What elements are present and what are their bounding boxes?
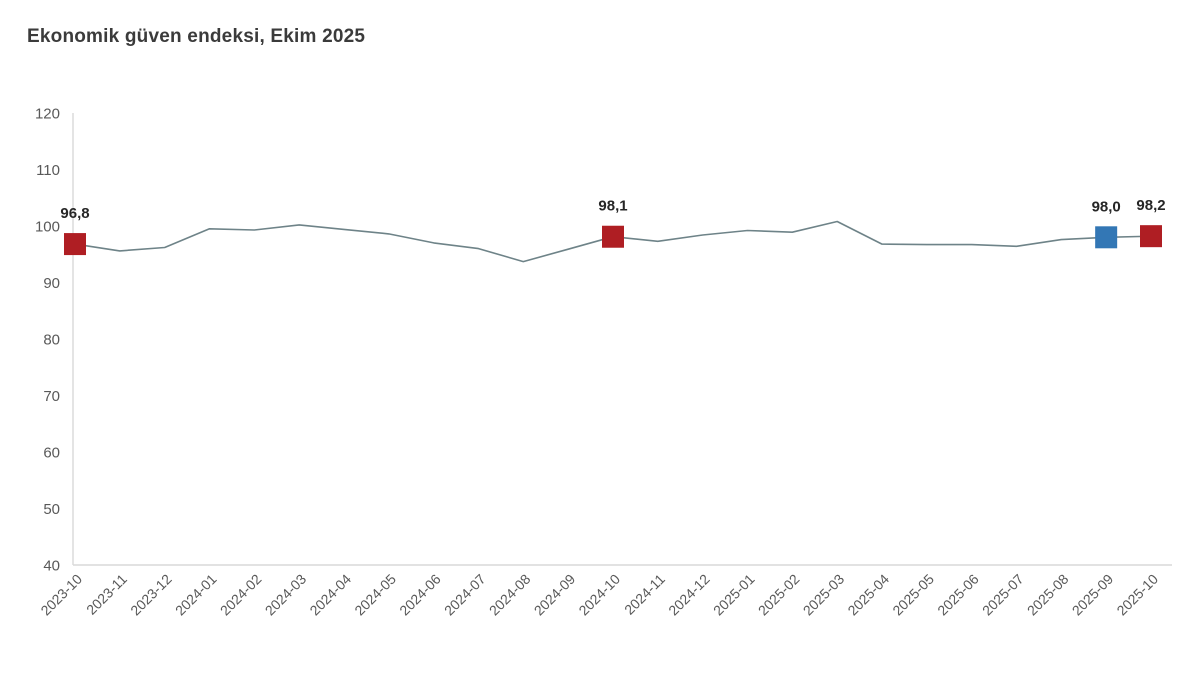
x-tick-label: 2025-02 <box>755 571 803 619</box>
y-tick-label: 60 <box>43 445 60 462</box>
x-tick-label: 2024-05 <box>351 571 399 619</box>
y-tick-label: 40 <box>43 558 60 575</box>
y-tick-label: 50 <box>43 501 60 518</box>
x-tick-label: 2024-06 <box>396 571 444 619</box>
x-tick-label: 2025-05 <box>889 571 937 619</box>
data-point-marker <box>1095 226 1118 249</box>
chart-title: Ekonomik güven endeksi, Ekim 2025 <box>27 26 366 47</box>
x-tick-label: 2024-03 <box>262 571 310 619</box>
y-tick-label: 110 <box>36 162 60 179</box>
x-tick-label: 2025-07 <box>979 571 1027 619</box>
x-tick-label: 2024-07 <box>441 571 489 619</box>
data-point-marker <box>1140 225 1162 248</box>
x-tick-label: 2025-08 <box>1024 571 1072 619</box>
x-tick-label: 2024-10 <box>575 571 623 619</box>
x-tick-label: 2025-06 <box>934 571 982 619</box>
x-tick-label: 2023-10 <box>37 571 85 619</box>
x-tick-label: 2025-04 <box>844 571 892 619</box>
x-tick-label: 2024-08 <box>486 571 534 619</box>
data-point-value-label: 98,0 <box>1092 198 1121 215</box>
y-tick-label: 90 <box>43 275 60 292</box>
y-tick-label: 100 <box>35 219 60 236</box>
data-point-value-label: 98,1 <box>598 198 627 215</box>
x-tick-label: 2025-10 <box>1113 571 1161 619</box>
data-point-value-label: 96,8 <box>60 205 89 222</box>
data-point-marker <box>602 225 624 248</box>
x-tick-label: 2025-01 <box>710 571 758 619</box>
data-point-value-label: 98,2 <box>1136 197 1165 214</box>
x-tick-label: 2023-12 <box>127 571 175 619</box>
x-tick-label: 2023-11 <box>83 571 130 618</box>
x-tick-label: 2025-03 <box>800 571 848 619</box>
x-tick-label: 2024-11 <box>621 571 668 618</box>
y-tick-label: 70 <box>43 388 60 405</box>
x-tick-label: 2025-09 <box>1069 571 1117 619</box>
x-tick-label: 2024-04 <box>306 571 354 619</box>
x-tick-label: 2024-12 <box>665 571 713 619</box>
x-tick-label: 2024-09 <box>531 571 579 619</box>
x-tick-label: 2024-02 <box>217 571 265 619</box>
data-point-marker <box>64 233 86 256</box>
y-tick-label: 80 <box>43 332 60 349</box>
y-tick-label: 120 <box>35 106 60 123</box>
x-tick-label: 2024-01 <box>172 571 220 619</box>
